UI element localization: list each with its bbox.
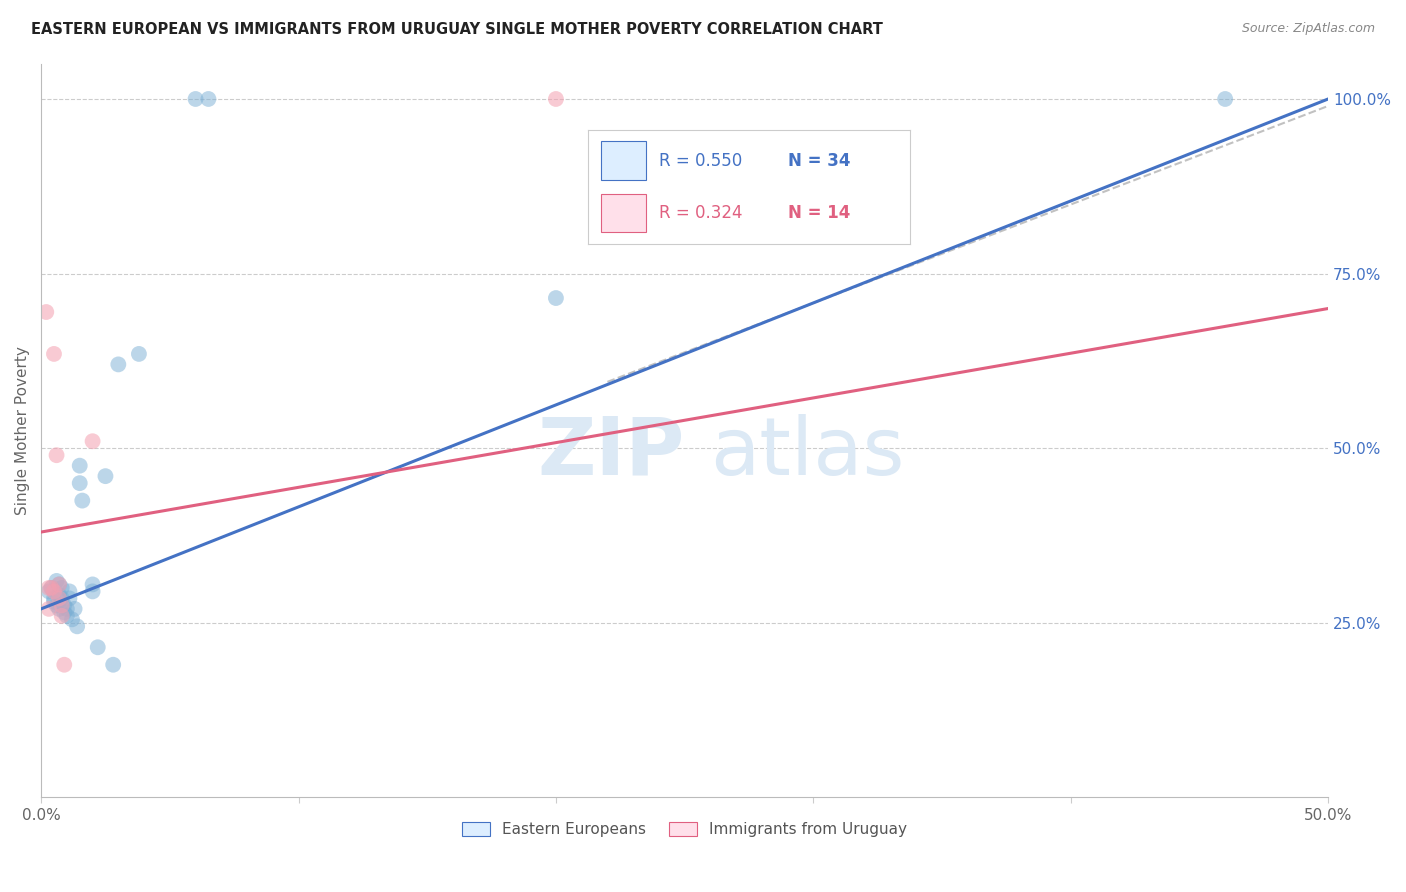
Point: [48, 577, 70, 591]
Point: [48, 602, 70, 616]
Point: [69, 476, 91, 491]
Point: [82, 584, 104, 599]
Point: [544, 291, 567, 305]
Point: [56, 608, 79, 623]
Point: [82, 577, 104, 591]
Text: EASTERN EUROPEAN VS IMMIGRANTS FROM URUGUAY SINGLE MOTHER POVERTY CORRELATION CH: EASTERN EUROPEAN VS IMMIGRANTS FROM URUG…: [31, 22, 883, 37]
Text: ZIP: ZIP: [537, 414, 685, 491]
Point: [51, 581, 73, 595]
Point: [41, 581, 63, 595]
Point: [41, 581, 63, 595]
Point: [51, 608, 73, 623]
Point: [53, 599, 76, 613]
Point: [38, 584, 60, 599]
Point: [94, 469, 117, 483]
Point: [58, 584, 80, 599]
Point: [48, 588, 70, 602]
Point: [51, 591, 73, 606]
Point: [42, 584, 65, 599]
Point: [45, 599, 67, 613]
Point: [56, 602, 79, 616]
Point: [45, 574, 67, 588]
Point: [66, 619, 89, 633]
Point: [87, 640, 110, 655]
Point: [107, 358, 129, 372]
Text: atlas: atlas: [710, 414, 904, 491]
Point: [197, 92, 219, 106]
Point: [53, 657, 76, 672]
Point: [69, 458, 91, 473]
Text: Source: ZipAtlas.com: Source: ZipAtlas.com: [1241, 22, 1375, 36]
Point: [58, 591, 80, 606]
Point: [72, 493, 94, 508]
Point: [48, 591, 70, 606]
Point: [42, 591, 65, 606]
Legend: Eastern Europeans, Immigrants from Uruguay: Eastern Europeans, Immigrants from Urugu…: [454, 814, 914, 845]
Point: [1213, 92, 1236, 106]
Point: [103, 657, 125, 672]
Point: [60, 612, 83, 626]
Point: [42, 595, 65, 609]
Point: [544, 92, 567, 106]
Point: [35, 305, 58, 319]
Point: [184, 92, 207, 106]
Point: [38, 602, 60, 616]
Y-axis label: Single Mother Poverty: Single Mother Poverty: [15, 346, 30, 516]
Point: [82, 434, 104, 449]
Point: [51, 599, 73, 613]
Point: [42, 347, 65, 361]
Point: [63, 602, 86, 616]
Point: [45, 448, 67, 462]
Point: [128, 347, 150, 361]
Point: [53, 605, 76, 619]
Point: [38, 581, 60, 595]
Point: [48, 577, 70, 591]
